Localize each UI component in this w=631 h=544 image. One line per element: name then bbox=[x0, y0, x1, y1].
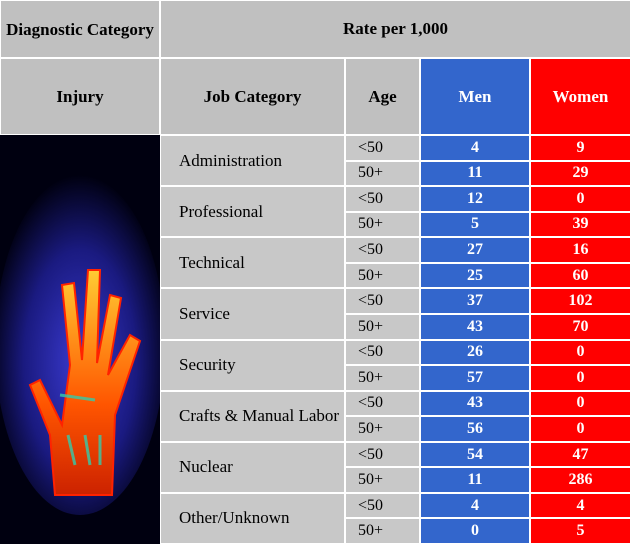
rate-header: Rate per 1,000 bbox=[160, 0, 631, 58]
job-category: Crafts & Manual Labor bbox=[160, 390, 345, 442]
women-rate: 70 bbox=[530, 313, 631, 340]
women-rate: 0 bbox=[530, 416, 631, 442]
hand-xray-image bbox=[0, 135, 160, 544]
age-header: Age bbox=[345, 58, 420, 135]
job-header: Job Category bbox=[160, 58, 345, 135]
diagnostic-category-header: Diagnostic Category bbox=[0, 0, 160, 58]
men-rate: 27 bbox=[420, 237, 530, 263]
age-cell: <50 bbox=[345, 492, 420, 519]
age-cell: <50 bbox=[345, 237, 420, 263]
job-category: Technical bbox=[160, 237, 345, 289]
men-rate: 11 bbox=[420, 160, 530, 187]
women-rate: 9 bbox=[530, 135, 631, 161]
women-rate: 16 bbox=[530, 237, 631, 263]
women-rate: 60 bbox=[530, 262, 631, 289]
age-cell: <50 bbox=[345, 390, 420, 417]
men-rate: 37 bbox=[420, 288, 530, 314]
women-rate: 102 bbox=[530, 288, 631, 314]
women-rate: 47 bbox=[530, 441, 631, 468]
women-rate: 39 bbox=[530, 211, 631, 238]
age-cell: 50+ bbox=[345, 313, 420, 340]
age-cell: <50 bbox=[345, 135, 420, 161]
men-rate: 11 bbox=[420, 467, 530, 493]
men-rate: 0 bbox=[420, 518, 530, 544]
women-rate: 4 bbox=[530, 492, 631, 519]
age-cell: 50+ bbox=[345, 365, 420, 391]
age-cell: 50+ bbox=[345, 211, 420, 238]
women-rate: 0 bbox=[530, 339, 631, 366]
men-rate: 43 bbox=[420, 313, 530, 340]
men-rate: 25 bbox=[420, 262, 530, 289]
age-cell: 50+ bbox=[345, 518, 420, 544]
injury-header: Injury bbox=[0, 58, 160, 135]
men-rate: 4 bbox=[420, 492, 530, 519]
job-category: Administration bbox=[160, 135, 345, 187]
job-category: Other/Unknown bbox=[160, 492, 345, 544]
women-rate: 286 bbox=[530, 467, 631, 493]
age-cell: <50 bbox=[345, 186, 420, 212]
men-rate: 54 bbox=[420, 441, 530, 468]
men-rate: 26 bbox=[420, 339, 530, 366]
women-rate: 0 bbox=[530, 186, 631, 212]
men-rate: 4 bbox=[420, 135, 530, 161]
men-rate: 57 bbox=[420, 365, 530, 391]
age-cell: <50 bbox=[345, 441, 420, 468]
men-rate: 43 bbox=[420, 390, 530, 417]
women-rate: 5 bbox=[530, 518, 631, 544]
men-rate: 12 bbox=[420, 186, 530, 212]
men-rate: 5 bbox=[420, 211, 530, 238]
age-cell: <50 bbox=[345, 288, 420, 314]
job-category: Security bbox=[160, 339, 345, 391]
age-cell: 50+ bbox=[345, 416, 420, 442]
job-category: Service bbox=[160, 288, 345, 340]
age-cell: <50 bbox=[345, 339, 420, 366]
age-cell: 50+ bbox=[345, 262, 420, 289]
job-category: Professional bbox=[160, 186, 345, 238]
age-cell: 50+ bbox=[345, 467, 420, 493]
age-cell: 50+ bbox=[345, 160, 420, 187]
women-rate: 29 bbox=[530, 160, 631, 187]
women-rate: 0 bbox=[530, 390, 631, 417]
men-header: Men bbox=[420, 58, 530, 135]
women-header: Women bbox=[530, 58, 631, 135]
job-category: Nuclear bbox=[160, 441, 345, 493]
men-rate: 56 bbox=[420, 416, 530, 442]
women-rate: 0 bbox=[530, 365, 631, 391]
